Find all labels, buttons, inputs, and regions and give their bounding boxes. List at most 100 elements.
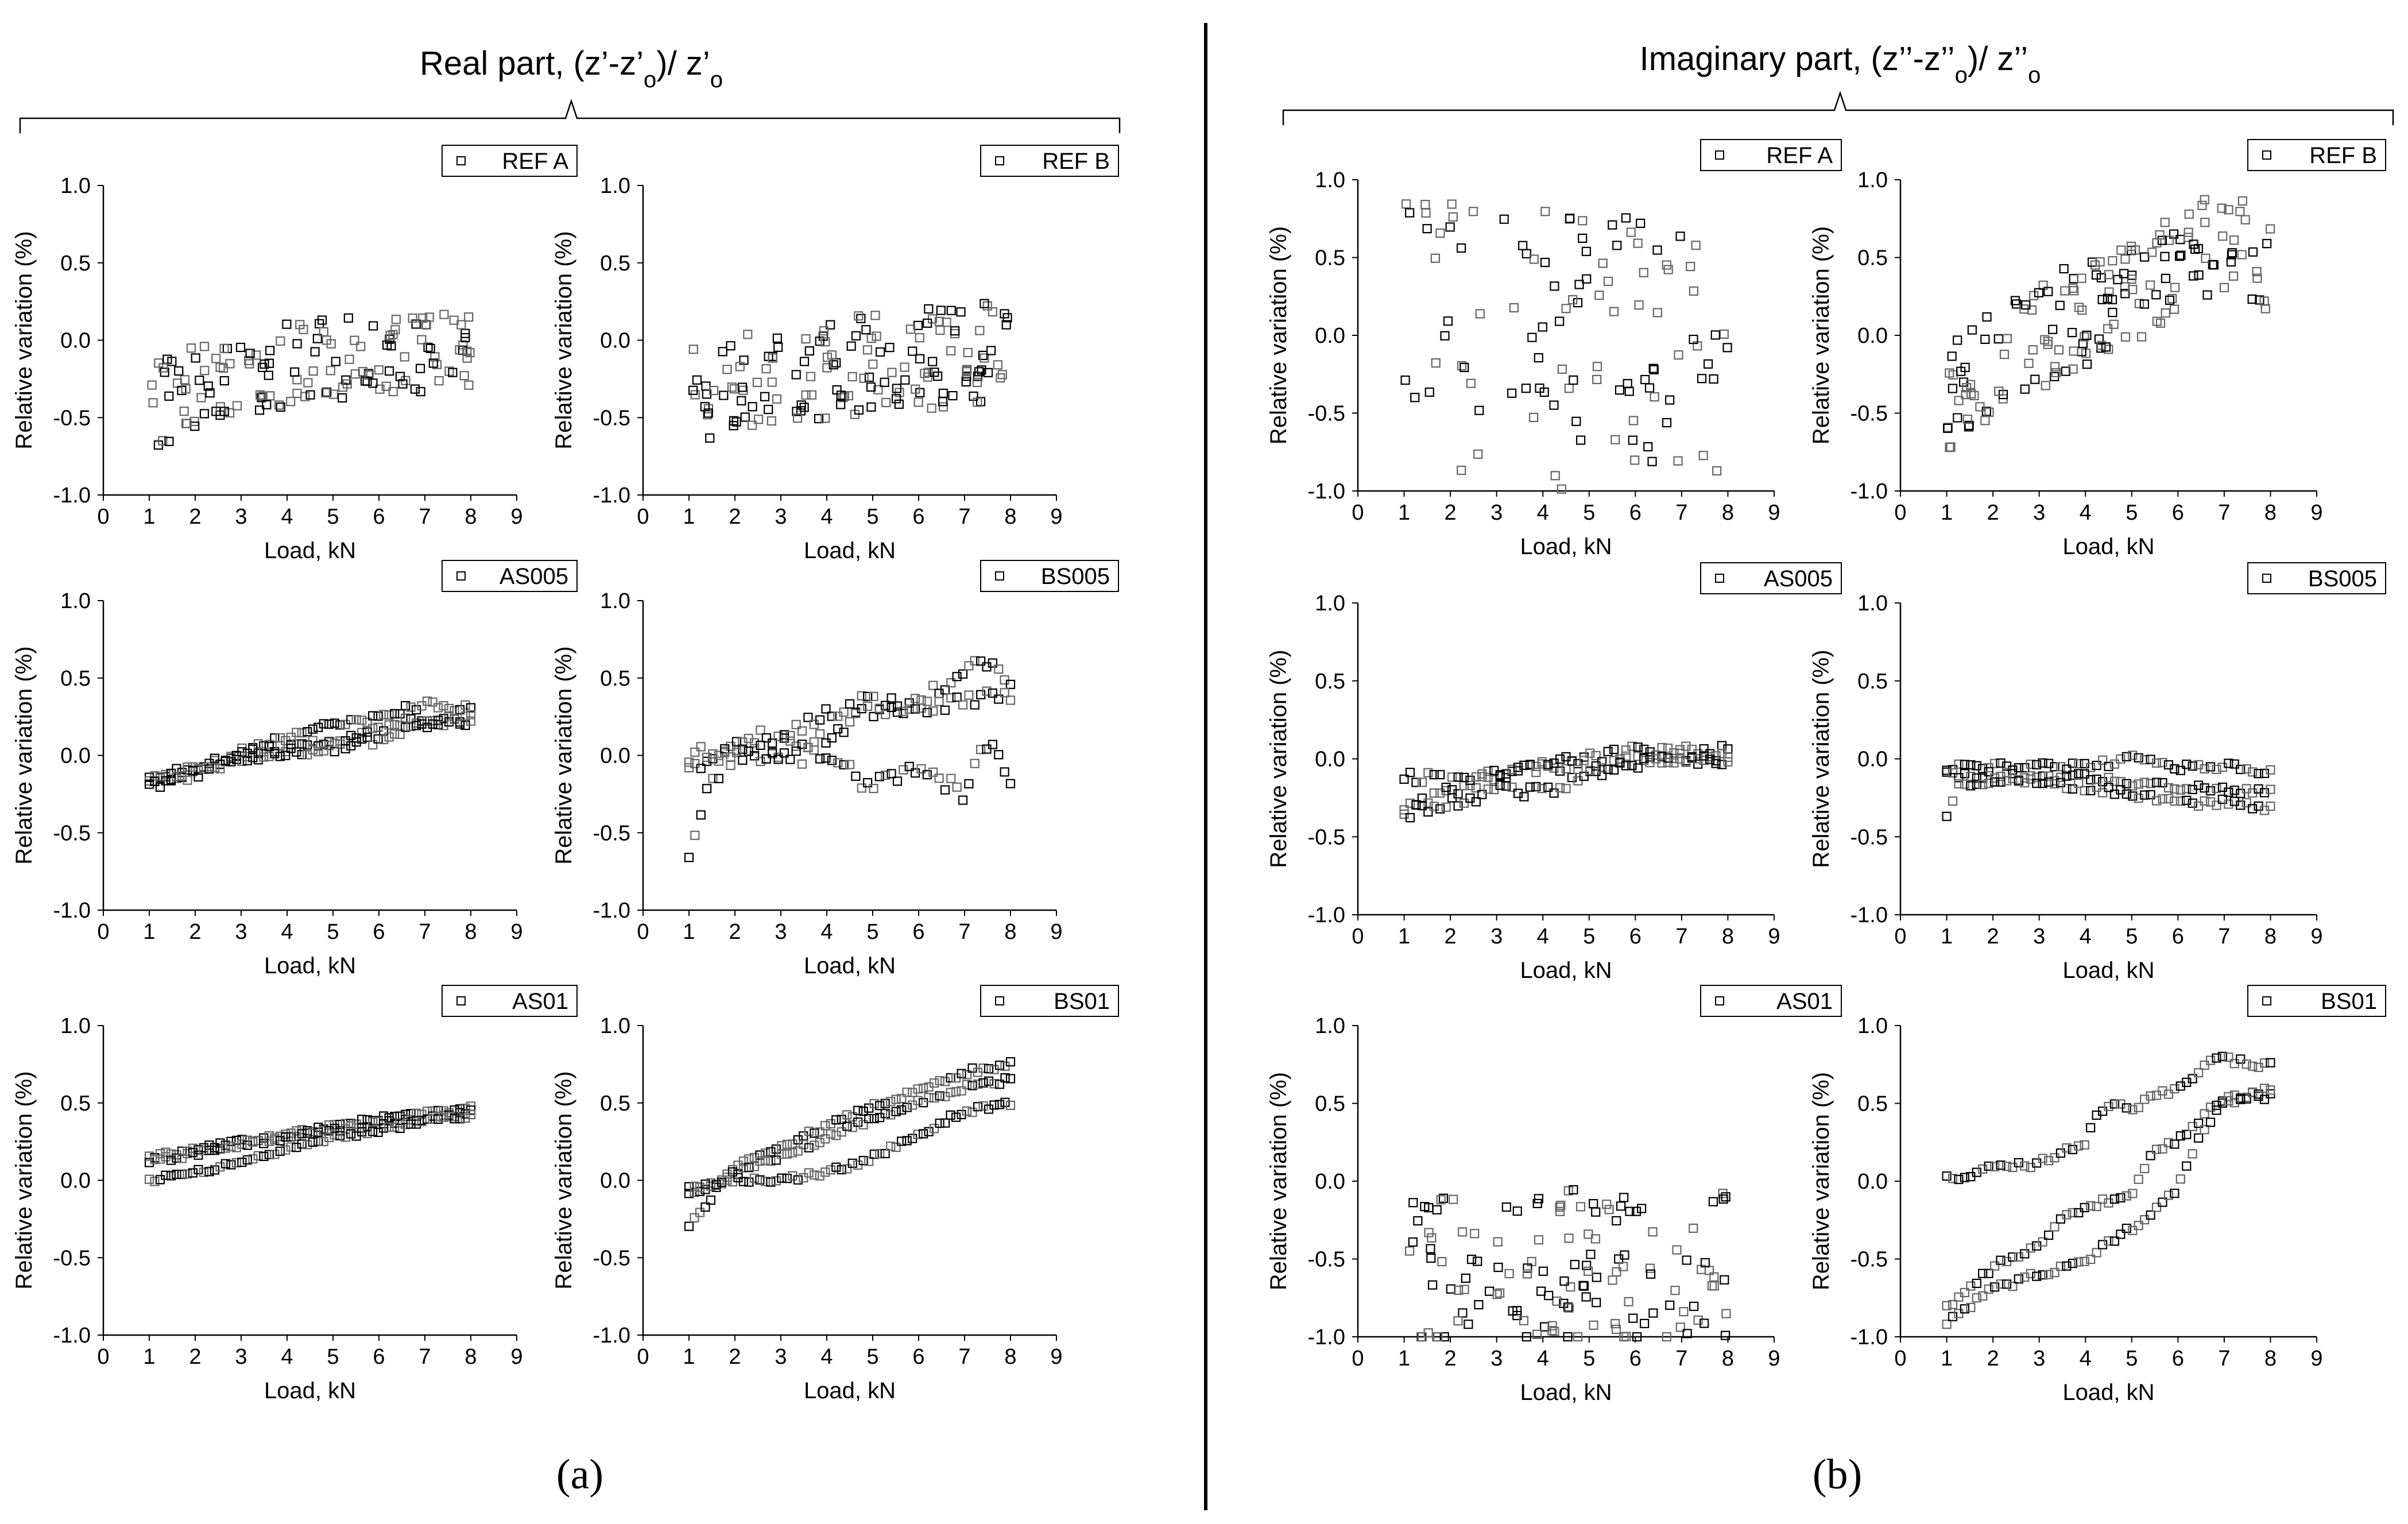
- data-point: [401, 1120, 411, 1130]
- y-tick-label: 0.5: [1315, 1092, 1345, 1116]
- x-tick-label: 5: [327, 1345, 339, 1369]
- data-point: [2237, 250, 2247, 260]
- data-point: [2248, 767, 2258, 777]
- x-tick-label: 0: [637, 505, 649, 529]
- data-point: [913, 1096, 923, 1105]
- y-axis-label: Relative variation (%): [11, 231, 37, 449]
- data-point: [290, 367, 300, 377]
- y-tick-label: -0.5: [593, 821, 630, 845]
- data-point: [1571, 416, 1581, 426]
- data-point: [1424, 1228, 1434, 1237]
- data-point: [373, 711, 383, 721]
- data-point: [881, 701, 891, 710]
- data-point: [983, 368, 993, 378]
- data-point: [706, 1195, 716, 1205]
- data-point: [450, 1114, 459, 1124]
- data-point: [2055, 1262, 2066, 1271]
- data-point: [821, 738, 831, 748]
- legend-label: BS005: [1041, 564, 1110, 589]
- data-point: [2113, 274, 2123, 284]
- data-point: [1417, 778, 1427, 787]
- data-point: [847, 372, 857, 382]
- data-point: [820, 1167, 830, 1177]
- data-point: [978, 1101, 988, 1111]
- data-point: [718, 347, 727, 357]
- data-point: [869, 691, 878, 701]
- data-point: [2176, 250, 2186, 260]
- y-axis-label: Relative variation (%): [1809, 649, 1834, 868]
- data-point: [771, 1176, 781, 1186]
- data-point: [2152, 238, 2162, 247]
- data-point: [1483, 767, 1493, 776]
- panel-a-brace: [19, 99, 1121, 133]
- data-point: [1945, 368, 1954, 378]
- data-point: [319, 719, 328, 729]
- data-point: [2224, 759, 2233, 768]
- y-tick-label: 1.0: [600, 589, 630, 613]
- data-point: [1589, 1320, 1598, 1330]
- data-point: [2014, 1252, 2023, 1262]
- data-point: [946, 1088, 955, 1097]
- data-point: [1978, 773, 1988, 783]
- data-point: [1519, 760, 1529, 770]
- data-point: [1561, 784, 1571, 794]
- data-point: [2094, 334, 2104, 344]
- data-point: [422, 696, 432, 706]
- y-tick-label: 0.5: [1315, 670, 1345, 694]
- data-point: [2038, 771, 2047, 781]
- data-point: [2001, 1279, 2012, 1289]
- data-point: [2169, 229, 2179, 239]
- data-point: [350, 369, 360, 379]
- legend-label: REF B: [1042, 149, 1110, 174]
- data-point: [1509, 303, 1519, 313]
- data-point: [1423, 807, 1433, 817]
- data-point: [1978, 764, 1988, 773]
- data-point: [2116, 1193, 2126, 1202]
- y-axis-label: Relative variation (%): [551, 646, 576, 864]
- data-point: [150, 1177, 160, 1186]
- data-point: [459, 371, 469, 381]
- data-point: [799, 1140, 808, 1150]
- data-point: [379, 734, 389, 745]
- data-point: [994, 1100, 1005, 1109]
- data-point: [1634, 300, 1644, 310]
- data-point: [2104, 1236, 2113, 1246]
- data-point: [1005, 1074, 1016, 1084]
- data-point: [815, 1127, 824, 1137]
- data-point: [2030, 374, 2040, 384]
- data-point: [406, 702, 416, 712]
- y-axis-label: Relative variation (%): [1809, 1072, 1834, 1290]
- data-point: [204, 1167, 214, 1177]
- data-point: [150, 1155, 160, 1165]
- data-point: [1648, 1227, 1658, 1237]
- x-tick-label: 1: [683, 505, 695, 529]
- data-point: [281, 751, 291, 760]
- data-point: [322, 387, 332, 397]
- data-point: [930, 368, 939, 377]
- data-point: [2219, 283, 2229, 292]
- data-point: [330, 1124, 339, 1134]
- data-point: [303, 727, 312, 737]
- data-point: [729, 416, 739, 426]
- data-point: [226, 1160, 236, 1170]
- data-point: [2038, 1154, 2047, 1163]
- data-point: [254, 405, 265, 415]
- y-tick-label: 0.0: [60, 744, 91, 768]
- data-point: [1984, 1161, 1993, 1171]
- data-point: [422, 716, 432, 726]
- data-point: [1557, 484, 1566, 494]
- data-point: [1682, 1255, 1691, 1265]
- data-point: [963, 347, 973, 358]
- legend-marker: [2262, 574, 2271, 583]
- data-point: [822, 363, 832, 373]
- data-point: [935, 1076, 944, 1086]
- data-point: [1648, 1308, 1658, 1318]
- data-point: [204, 1146, 214, 1155]
- data-point: [928, 706, 938, 716]
- data-point: [2170, 784, 2179, 794]
- data-point: [708, 773, 718, 783]
- data-point: [2068, 770, 2077, 780]
- data-point: [2161, 308, 2170, 318]
- data-point: [690, 1213, 699, 1223]
- data-point: [2266, 765, 2275, 775]
